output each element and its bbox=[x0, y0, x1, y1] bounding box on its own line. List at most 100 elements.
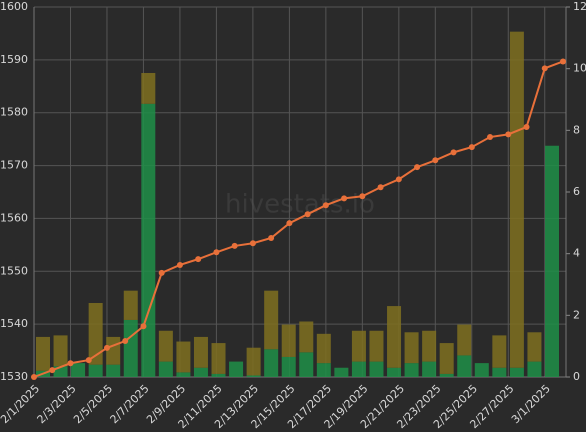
point bbox=[31, 374, 37, 380]
y2-tick-label: 4 bbox=[573, 247, 580, 260]
point bbox=[268, 234, 275, 241]
point bbox=[140, 323, 147, 330]
bar bbox=[141, 72, 156, 104]
bar bbox=[158, 330, 173, 362]
bar bbox=[264, 290, 279, 350]
y2-tick-label: 0 bbox=[573, 370, 580, 383]
bar bbox=[229, 361, 244, 377]
bar bbox=[492, 367, 507, 377]
y-tick-label: 1590 bbox=[0, 53, 28, 66]
point bbox=[541, 65, 548, 72]
point bbox=[122, 338, 129, 345]
point bbox=[304, 211, 311, 218]
point bbox=[85, 357, 92, 364]
bar bbox=[527, 332, 542, 362]
point bbox=[450, 149, 457, 156]
bar bbox=[211, 373, 226, 377]
point bbox=[359, 193, 366, 200]
bar bbox=[316, 333, 331, 364]
point bbox=[487, 134, 494, 141]
bar bbox=[387, 367, 402, 377]
y-tick-label: 1560 bbox=[0, 211, 28, 224]
bar bbox=[422, 330, 437, 362]
point bbox=[468, 144, 475, 151]
point bbox=[395, 176, 402, 183]
bar bbox=[176, 372, 191, 377]
y-tick-label: 1570 bbox=[0, 159, 28, 172]
point bbox=[195, 256, 202, 263]
point bbox=[67, 360, 74, 367]
point bbox=[49, 367, 56, 374]
bar bbox=[246, 375, 261, 377]
bar bbox=[509, 31, 524, 368]
bar bbox=[492, 335, 507, 368]
point bbox=[231, 242, 238, 249]
bar bbox=[106, 336, 121, 365]
y2-tick-label: 12 bbox=[573, 0, 586, 13]
bar bbox=[176, 341, 191, 373]
y2-tick-label: 8 bbox=[573, 123, 580, 136]
bar bbox=[474, 363, 489, 377]
bar bbox=[509, 367, 524, 377]
bar bbox=[246, 347, 261, 376]
line bbox=[33, 60, 564, 378]
bar bbox=[439, 343, 454, 374]
bar bbox=[545, 145, 559, 377]
bar bbox=[141, 103, 156, 378]
bar bbox=[439, 373, 454, 377]
watermark: hivestats.io bbox=[225, 190, 375, 220]
bar bbox=[527, 361, 542, 377]
point bbox=[286, 220, 293, 227]
bar bbox=[211, 343, 226, 374]
bar bbox=[404, 332, 419, 364]
bar bbox=[193, 367, 208, 377]
bar bbox=[193, 336, 208, 368]
bar bbox=[299, 321, 314, 353]
point bbox=[103, 344, 110, 351]
y-tick-label: 1540 bbox=[0, 317, 28, 330]
bar bbox=[281, 324, 296, 357]
y-tick-label: 1600 bbox=[0, 0, 28, 13]
bar bbox=[264, 349, 279, 377]
point bbox=[249, 240, 256, 247]
bar bbox=[106, 364, 121, 377]
point bbox=[523, 123, 530, 130]
bar bbox=[457, 324, 472, 356]
bar bbox=[53, 335, 68, 367]
point bbox=[560, 58, 566, 65]
bar bbox=[457, 355, 472, 377]
bar bbox=[351, 361, 366, 377]
bar bbox=[281, 356, 296, 377]
bar bbox=[422, 361, 437, 377]
bar bbox=[158, 361, 173, 377]
y-tick-label: 1580 bbox=[0, 106, 28, 119]
bar bbox=[404, 363, 419, 377]
y2-tick-label: 10 bbox=[573, 62, 586, 75]
point bbox=[414, 164, 421, 171]
bar bbox=[334, 367, 349, 377]
bar bbox=[123, 290, 138, 320]
y-tick-label: 1530 bbox=[0, 370, 28, 383]
bar bbox=[36, 336, 50, 371]
bar bbox=[316, 363, 331, 377]
point bbox=[176, 261, 183, 268]
point bbox=[377, 184, 384, 191]
point bbox=[158, 269, 165, 276]
bar bbox=[123, 319, 138, 377]
point bbox=[213, 249, 220, 256]
bar bbox=[299, 352, 314, 377]
bar bbox=[369, 330, 384, 362]
bar bbox=[71, 363, 86, 377]
bar bbox=[387, 306, 402, 368]
bar bbox=[53, 366, 68, 377]
bar bbox=[369, 361, 384, 377]
y-tick-label: 1550 bbox=[0, 264, 28, 277]
bar bbox=[88, 364, 103, 377]
bar bbox=[88, 303, 103, 365]
bar bbox=[351, 330, 366, 362]
y2-tick-label: 6 bbox=[573, 185, 580, 198]
point bbox=[505, 131, 512, 138]
point bbox=[322, 202, 329, 209]
